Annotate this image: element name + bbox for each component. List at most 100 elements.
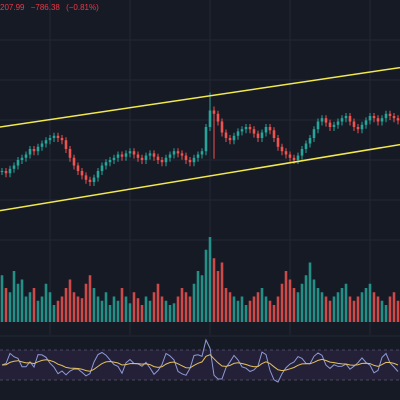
- candle-body: [284, 151, 288, 155]
- volume-bar: [40, 296, 44, 322]
- volume-bar: [216, 271, 220, 322]
- volume-bar: [124, 296, 128, 322]
- volume-bar: [232, 296, 236, 322]
- volume-bar: [4, 288, 8, 322]
- volume-bar: [316, 288, 320, 322]
- candle-body: [256, 133, 260, 138]
- volume-bar: [244, 305, 248, 322]
- candle-body: [216, 113, 220, 122]
- candle-body: [80, 171, 84, 176]
- candle-body: [164, 157, 168, 163]
- candle-body: [32, 149, 36, 152]
- rsi-panel: [0, 335, 400, 383]
- volume-bar: [288, 279, 292, 322]
- candle-body: [36, 146, 40, 152]
- candle-body: [72, 157, 76, 166]
- candle-body: [308, 138, 312, 144]
- candle-body: [60, 138, 64, 141]
- candle-body: [88, 179, 92, 182]
- candle-body: [392, 116, 396, 119]
- volume-bar: [44, 283, 48, 322]
- candle-body: [84, 175, 88, 180]
- volume-bar: [256, 292, 260, 322]
- volume-bar: [236, 300, 240, 322]
- volume-bar: [200, 275, 204, 322]
- candle-body: [128, 151, 132, 154]
- rsi-line: [1, 338, 399, 383]
- candle-body: [368, 116, 372, 121]
- volume-bar: [260, 288, 264, 322]
- candle-body: [104, 162, 108, 166]
- candle-body: [260, 132, 264, 138]
- volume-bar: [12, 271, 16, 322]
- volume-bar: [224, 288, 228, 322]
- candle-body: [304, 143, 308, 149]
- volume-bar: [172, 303, 176, 322]
- volume-bar: [0, 275, 4, 322]
- volume-bar: [376, 296, 380, 322]
- candle-body: [204, 127, 208, 152]
- volume-bar: [64, 288, 68, 322]
- candle-body: [324, 118, 328, 123]
- candle-body: [356, 127, 360, 130]
- volume-histogram: [0, 237, 400, 322]
- candle-body: [108, 160, 112, 163]
- candle-body: [56, 135, 60, 138]
- candle-body: [208, 110, 212, 127]
- candle-body: [232, 135, 236, 141]
- candle-body: [280, 146, 284, 152]
- volume-bar: [208, 237, 212, 322]
- candle-body: [184, 155, 188, 160]
- candle-body: [212, 110, 216, 114]
- candle-body: [292, 157, 296, 160]
- volume-bar: [252, 296, 256, 322]
- candle-body: [384, 113, 388, 119]
- candle-body: [76, 165, 80, 171]
- volume-bar: [340, 288, 344, 322]
- volume-bar: [384, 305, 388, 322]
- volume-bar: [320, 292, 324, 322]
- candlestick-series: [0, 92, 400, 186]
- candle-body: [120, 154, 124, 157]
- candle-body: [240, 129, 244, 132]
- candle-body: [272, 130, 276, 138]
- legend-price: 207.99: [0, 3, 25, 12]
- volume-bar: [80, 298, 84, 322]
- candle-body: [364, 120, 368, 125]
- candle-body: [124, 153, 128, 157]
- candle-body: [20, 157, 24, 160]
- candle-body: [132, 151, 136, 155]
- price-legend: 207.99 −786.38 (−0.81%): [0, 3, 103, 12]
- volume-bar: [380, 300, 384, 322]
- volume-bar: [192, 283, 196, 322]
- volume-bar: [84, 283, 88, 322]
- candle-body: [12, 165, 16, 169]
- volume-bar: [152, 292, 156, 322]
- candle-body: [288, 154, 292, 158]
- candle-body: [192, 157, 196, 163]
- candle-body: [336, 121, 340, 125]
- volume-bar: [304, 275, 308, 322]
- grid-lines: [0, 0, 400, 335]
- volume-bar: [96, 296, 100, 322]
- volume-bar: [8, 292, 12, 322]
- candle-body: [92, 177, 96, 182]
- volume-bar: [164, 300, 168, 322]
- volume-bar: [356, 296, 360, 322]
- candle-body: [328, 122, 332, 127]
- volume-bar: [196, 271, 200, 322]
- candle-body: [152, 153, 156, 157]
- price-channel[interactable]: [0, 66, 400, 212]
- candle-body: [144, 155, 148, 160]
- volume-bar: [56, 300, 60, 322]
- candle-body: [332, 124, 336, 127]
- volume-bar: [72, 292, 76, 322]
- volume-bar: [364, 288, 368, 322]
- candle-body: [300, 149, 304, 156]
- volume-bar: [328, 300, 332, 322]
- volume-bar: [184, 292, 188, 322]
- candle-body: [148, 153, 152, 156]
- candle-body: [156, 156, 160, 160]
- candle-body: [44, 140, 48, 144]
